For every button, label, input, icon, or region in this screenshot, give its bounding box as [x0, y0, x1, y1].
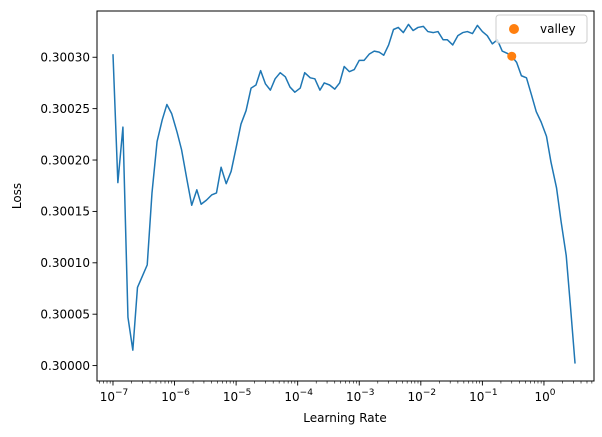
y-axis: 0.30000 0.30005 0.30010 0.30015 0.30020 0.300… — [40, 51, 97, 373]
legend-label-valley: valley — [540, 22, 576, 36]
valley-point — [507, 51, 517, 61]
x-tick-label: 10−5 — [223, 388, 252, 404]
x-axis-title: Learning Rate — [303, 411, 386, 425]
y-axis-title: Loss — [10, 183, 24, 209]
x-tick-label: 10−4 — [284, 388, 313, 404]
x-tick-label: 100 — [534, 388, 555, 404]
y-tick-label: 0.30020 — [40, 153, 90, 167]
y-tick-label: 0.30010 — [40, 256, 90, 270]
legend-marker-valley — [509, 24, 519, 34]
x-tick-label: 10−2 — [408, 388, 437, 404]
x-tick-label: 10−3 — [346, 388, 375, 404]
y-tick-label: 0.30015 — [40, 205, 90, 219]
x-tick-label: 10−7 — [100, 388, 129, 404]
y-tick-label: 0.30025 — [40, 102, 90, 116]
legend-box — [495, 14, 588, 44]
y-tick-label: 0.30000 — [40, 359, 90, 373]
x-tick-label: 10−6 — [161, 388, 190, 404]
x-tick-label: 10−1 — [469, 388, 498, 404]
loss-line — [112, 23, 576, 364]
plot-layer — [112, 23, 576, 364]
x-axis: 10−7 10−6 10−5 10−4 10−3 10−2 10−1 100 — [99, 381, 593, 404]
y-tick-label: 0.30030 — [40, 51, 90, 65]
y-tick-label: 0.30005 — [40, 307, 90, 321]
legend: valley — [495, 14, 588, 44]
